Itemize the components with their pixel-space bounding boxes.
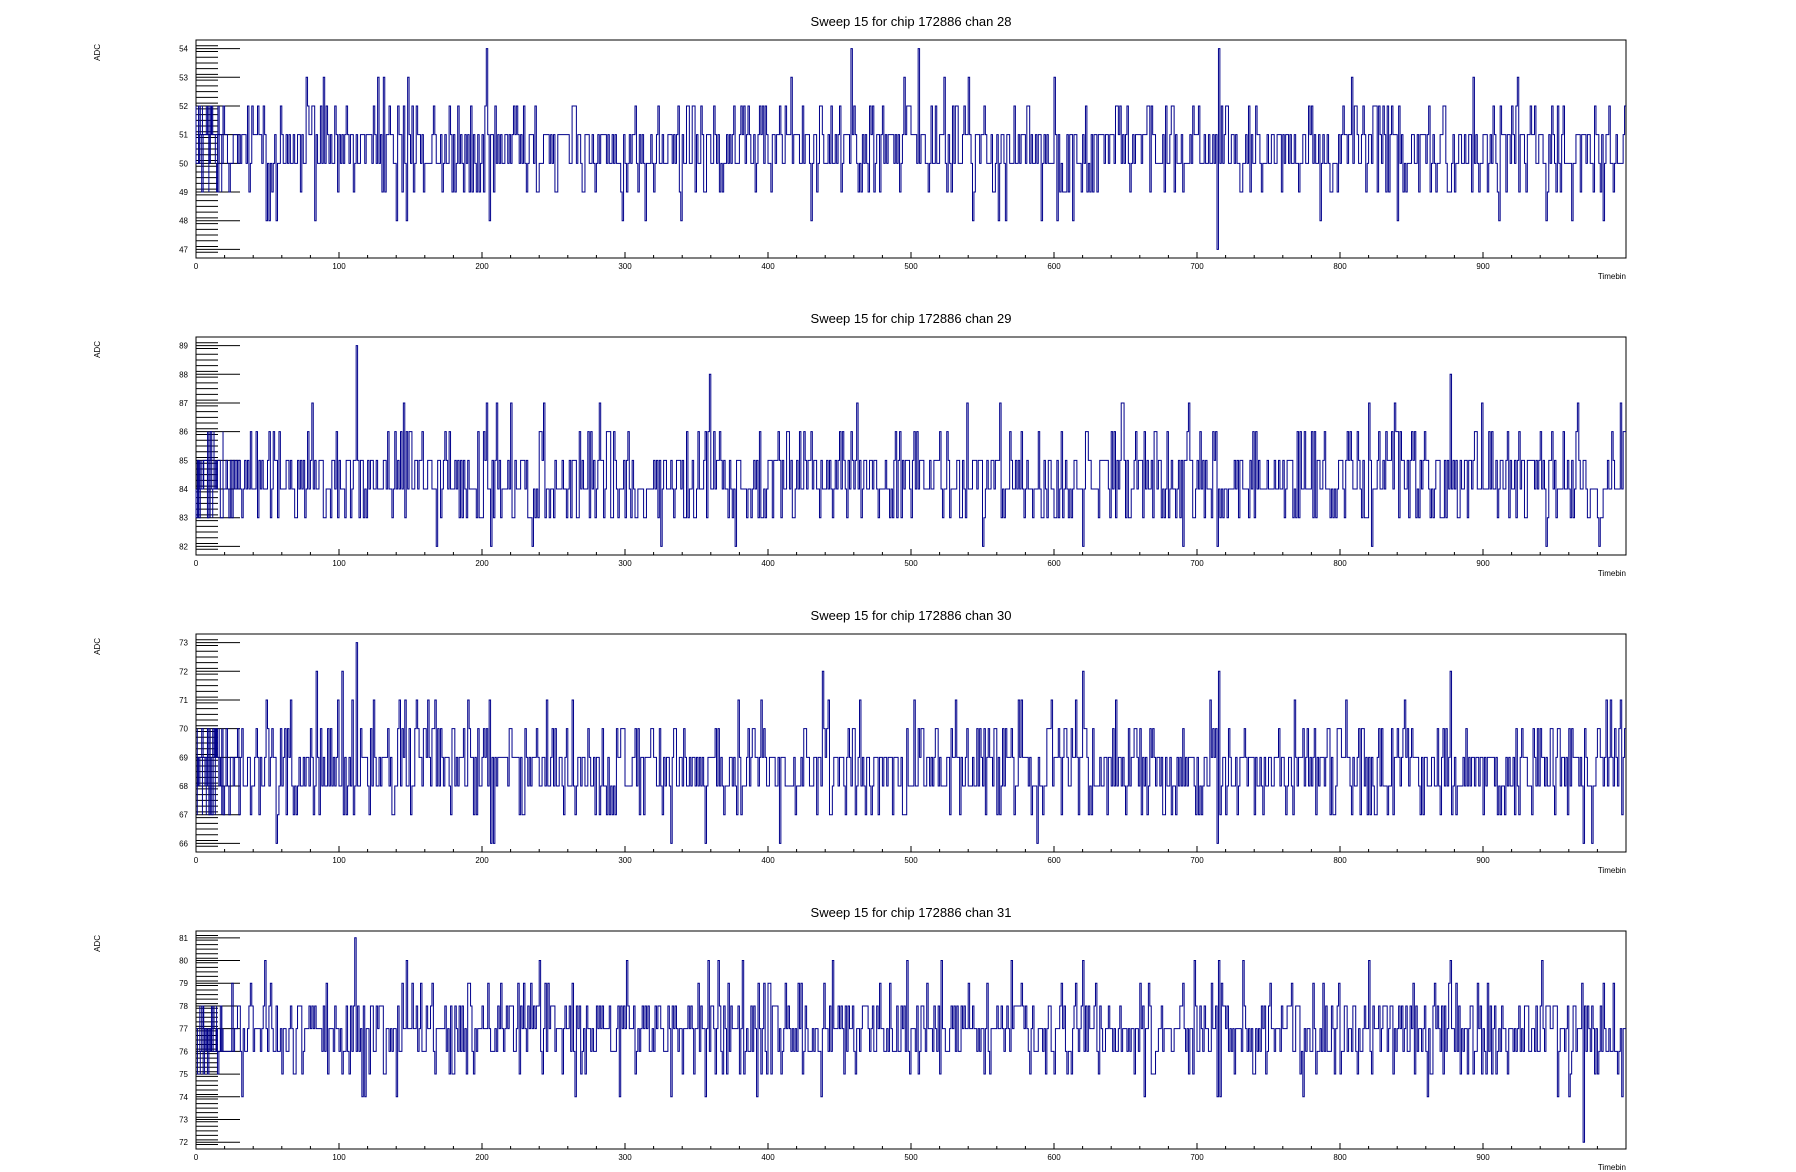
x-tick-label: 700 bbox=[1190, 1153, 1204, 1162]
chart-title: Sweep 15 for chip 172886 chan 31 bbox=[811, 905, 1012, 920]
x-axis-label: Timebin bbox=[1598, 272, 1626, 281]
x-tick-label: 600 bbox=[1047, 1153, 1061, 1162]
series-line bbox=[196, 48, 1626, 250]
x-tick-label: 900 bbox=[1476, 559, 1490, 568]
x-tick-label: 200 bbox=[475, 262, 489, 271]
x-tick-label: 0 bbox=[194, 1153, 199, 1162]
y-tick-label: 74 bbox=[179, 1093, 188, 1102]
x-tick-label: 700 bbox=[1190, 262, 1204, 271]
x-tick-label: 600 bbox=[1047, 262, 1061, 271]
y-tick-label: 51 bbox=[179, 131, 188, 140]
y-tick-label: 75 bbox=[179, 1070, 188, 1079]
y-tick-label: 73 bbox=[179, 1115, 188, 1124]
y-tick-label: 83 bbox=[179, 514, 188, 523]
y-tick-label: 80 bbox=[179, 957, 188, 966]
x-tick-label: 0 bbox=[194, 559, 199, 568]
y-tick-label: 81 bbox=[179, 934, 188, 943]
x-tick-label: 300 bbox=[618, 1153, 632, 1162]
chart-title: Sweep 15 for chip 172886 chan 28 bbox=[811, 14, 1012, 29]
x-tick-label: 800 bbox=[1333, 559, 1347, 568]
chart-title: Sweep 15 for chip 172886 chan 30 bbox=[811, 608, 1012, 623]
y-tick-label: 68 bbox=[179, 782, 188, 791]
x-tick-label: 500 bbox=[904, 1153, 918, 1162]
y-tick-label: 50 bbox=[179, 159, 188, 168]
x-tick-label: 700 bbox=[1190, 856, 1204, 865]
chart-title: Sweep 15 for chip 172886 chan 29 bbox=[811, 311, 1012, 326]
x-axis-label: Timebin bbox=[1598, 866, 1626, 875]
y-tick-label: 79 bbox=[179, 979, 188, 988]
x-tick-label: 800 bbox=[1333, 262, 1347, 271]
y-tick-label: 89 bbox=[179, 342, 188, 351]
x-tick-label: 100 bbox=[332, 1153, 346, 1162]
y-tick-label: 87 bbox=[179, 399, 188, 408]
chart-panel-0: Sweep 15 for chip 172886 chan 28 ADC Timeb… bbox=[93, 14, 1627, 281]
y-tick-label: 69 bbox=[179, 753, 188, 762]
x-tick-label: 900 bbox=[1476, 262, 1490, 271]
series-line bbox=[196, 642, 1626, 844]
x-tick-label: 900 bbox=[1476, 1153, 1490, 1162]
x-tick-label: 0 bbox=[194, 262, 199, 271]
y-tick-label: 70 bbox=[179, 725, 188, 734]
x-tick-label: 400 bbox=[761, 856, 775, 865]
y-tick-label: 84 bbox=[179, 485, 188, 494]
x-tick-label: 400 bbox=[761, 262, 775, 271]
x-axis-label: Timebin bbox=[1598, 569, 1626, 578]
x-tick-label: 500 bbox=[904, 559, 918, 568]
x-tick-label: 700 bbox=[1190, 559, 1204, 568]
x-tick-label: 300 bbox=[618, 559, 632, 568]
x-tick-label: 100 bbox=[332, 262, 346, 271]
x-tick-label: 600 bbox=[1047, 559, 1061, 568]
y-tick-label: 78 bbox=[179, 1002, 188, 1011]
x-tick-label: 200 bbox=[475, 856, 489, 865]
y-tick-label: 49 bbox=[179, 188, 188, 197]
y-tick-label: 52 bbox=[179, 102, 188, 111]
x-axis-label: Timebin bbox=[1598, 1163, 1626, 1172]
x-tick-label: 500 bbox=[904, 262, 918, 271]
y-tick-label: 86 bbox=[179, 428, 188, 437]
y-tick-label: 85 bbox=[179, 456, 188, 465]
x-tick-label: 0 bbox=[194, 856, 199, 865]
x-tick-label: 800 bbox=[1333, 1153, 1347, 1162]
x-tick-label: 100 bbox=[332, 559, 346, 568]
x-tick-label: 300 bbox=[618, 262, 632, 271]
x-tick-label: 600 bbox=[1047, 856, 1061, 865]
x-tick-label: 900 bbox=[1476, 856, 1490, 865]
series-line bbox=[196, 345, 1626, 547]
y-tick-label: 66 bbox=[179, 839, 188, 848]
x-tick-label: 300 bbox=[618, 856, 632, 865]
x-tick-label: 500 bbox=[904, 856, 918, 865]
series-line bbox=[196, 937, 1626, 1143]
y-tick-label: 53 bbox=[179, 73, 188, 82]
chart-panel-1: Sweep 15 for chip 172886 chan 29 ADC Timeb… bbox=[93, 311, 1627, 578]
x-tick-label: 400 bbox=[761, 1153, 775, 1162]
y-tick-label: 71 bbox=[179, 696, 188, 705]
x-tick-label: 800 bbox=[1333, 856, 1347, 865]
y-tick-label: 72 bbox=[179, 667, 188, 676]
y-tick-label: 48 bbox=[179, 217, 188, 226]
y-axis-label: ADC bbox=[93, 638, 102, 655]
y-axis-label: ADC bbox=[93, 935, 102, 952]
x-tick-label: 200 bbox=[475, 1153, 489, 1162]
y-tick-label: 73 bbox=[179, 639, 188, 648]
y-axis-label: ADC bbox=[93, 341, 102, 358]
y-axis-label: ADC bbox=[93, 44, 102, 61]
y-tick-label: 77 bbox=[179, 1025, 188, 1034]
y-tick-label: 47 bbox=[179, 245, 188, 254]
y-tick-label: 72 bbox=[179, 1138, 188, 1147]
x-tick-label: 100 bbox=[332, 856, 346, 865]
chart-panel-3: Sweep 15 for chip 172886 chan 31 ADC Timeb… bbox=[93, 905, 1627, 1172]
y-tick-label: 67 bbox=[179, 811, 188, 820]
y-tick-label: 54 bbox=[179, 45, 188, 54]
chart-panel-2: Sweep 15 for chip 172886 chan 30 ADC Timeb… bbox=[93, 608, 1627, 875]
y-tick-label: 76 bbox=[179, 1047, 188, 1056]
y-tick-label: 82 bbox=[179, 542, 188, 551]
y-tick-label: 88 bbox=[179, 370, 188, 379]
x-tick-label: 400 bbox=[761, 559, 775, 568]
x-tick-label: 200 bbox=[475, 559, 489, 568]
